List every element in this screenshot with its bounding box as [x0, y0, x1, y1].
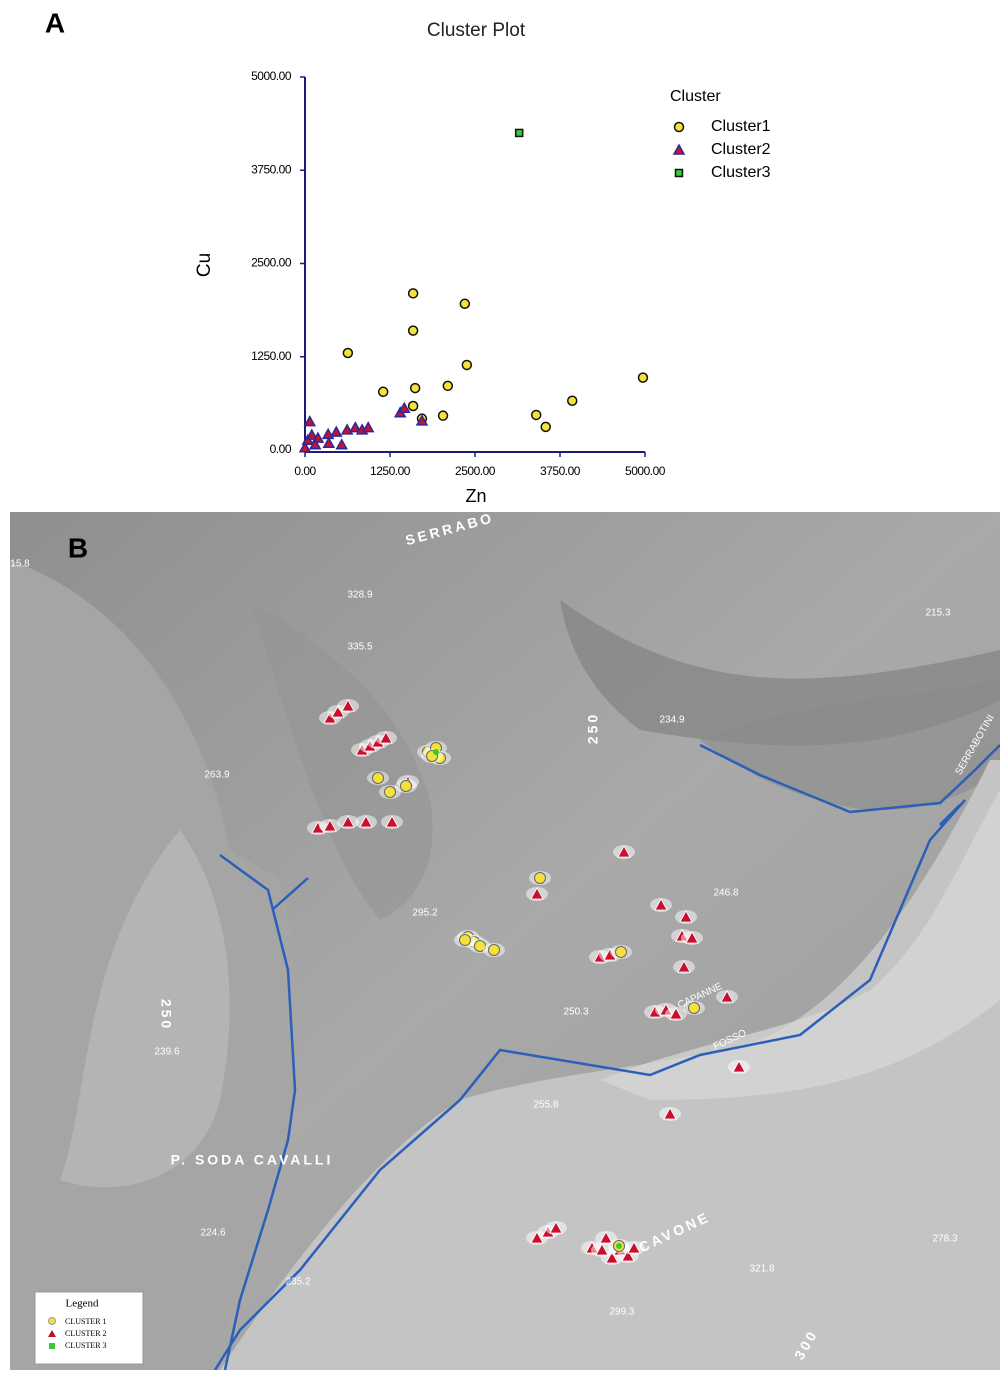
map-label: 246.8	[713, 888, 738, 899]
map-label: 250.3	[563, 1007, 588, 1018]
point	[541, 422, 550, 431]
point	[462, 360, 471, 369]
x-tick-label: 5000.00	[625, 464, 666, 478]
map-label: 328.9	[347, 590, 372, 601]
map-legend-entry: CLUSTER 2	[65, 1329, 107, 1338]
point	[638, 373, 647, 382]
map-label: P. SODA CAVALLI	[171, 1152, 334, 1168]
map-label: 224.6	[200, 1228, 225, 1239]
map-label: 235.2	[285, 1277, 310, 1288]
panel-label: B	[68, 532, 88, 563]
point	[443, 381, 452, 390]
legend-entry: Cluster3	[711, 164, 771, 181]
x-tick-label: 3750.00	[540, 464, 581, 478]
map-label: 250	[585, 712, 601, 744]
legend-symbol	[674, 145, 684, 154]
map-marker	[385, 787, 396, 798]
point	[568, 396, 577, 405]
legend-entry: Cluster2	[711, 141, 771, 158]
map-marker	[433, 749, 439, 755]
point	[532, 410, 541, 419]
map-label: 15.8	[10, 559, 30, 570]
y-tick-label: 5000.00	[251, 69, 292, 83]
map-marker	[535, 873, 546, 884]
x-tick-label: 1250.00	[370, 464, 411, 478]
panel-label: A	[45, 7, 65, 38]
point	[342, 425, 352, 434]
y-axis-label: Cu	[194, 253, 215, 277]
map-legend-symbol	[49, 1318, 56, 1325]
y-tick-label: 3750.00	[251, 162, 292, 176]
map-legend-entry: CLUSTER 1	[65, 1317, 107, 1326]
map-label: 255.8	[533, 1100, 558, 1111]
point	[411, 384, 420, 393]
map-label: 295.2	[412, 908, 437, 919]
point	[363, 423, 373, 432]
map-label: 321.8	[749, 1264, 774, 1275]
map-label: 263.9	[204, 770, 229, 781]
point	[331, 427, 341, 436]
map-label: 299.3	[609, 1307, 634, 1318]
point	[516, 129, 523, 136]
map-marker	[616, 947, 627, 958]
legend-entry: Cluster1	[711, 118, 771, 135]
point	[409, 326, 418, 335]
map-legend-title: Legend	[66, 1298, 99, 1310]
chart-title: Cluster Plot	[427, 20, 526, 41]
point	[409, 289, 418, 298]
point	[323, 429, 333, 438]
map-marker	[401, 781, 412, 792]
map-marker	[460, 935, 471, 946]
map-marker	[616, 1243, 622, 1249]
point	[379, 387, 388, 396]
map-legend-entry: CLUSTER 3	[65, 1341, 107, 1350]
legend-symbol	[676, 170, 683, 177]
figure: A Cluster Plot Zn Cu SERRABO15.8328.9335…	[0, 0, 1000, 1370]
point	[343, 349, 352, 358]
map-legend-symbol	[49, 1343, 55, 1349]
legend-symbol	[675, 123, 684, 132]
map-label: 234.9	[659, 715, 684, 726]
point	[439, 411, 448, 420]
y-tick-label: 2500.00	[251, 256, 292, 270]
point	[409, 401, 418, 410]
x-axis-label: Zn	[465, 486, 486, 506]
point	[337, 440, 347, 449]
point	[305, 417, 315, 426]
map-label: 250	[158, 999, 174, 1031]
point	[460, 299, 469, 308]
map-label: 278.3	[932, 1234, 957, 1245]
scatter-plot: 0.00 1250.00 2500.00 3750.00 5000.00 0.00 1250…	[251, 69, 771, 478]
point	[324, 438, 334, 447]
map-marker	[373, 773, 384, 784]
map-label: 335.5	[347, 642, 372, 653]
y-tick-label: 0.00	[270, 442, 292, 456]
map-label: 215.3	[925, 608, 950, 619]
map-marker	[489, 945, 500, 956]
x-tick-label: 2500.00	[455, 464, 496, 478]
map-label: 239.6	[154, 1047, 179, 1058]
y-tick-label: 1250.00	[251, 349, 292, 363]
legend-title: Cluster	[670, 88, 721, 105]
page: A Cluster Plot Zn Cu SERRABO15.8328.9335…	[0, 0, 1000, 1370]
x-tick-label: 0.00	[294, 464, 316, 478]
